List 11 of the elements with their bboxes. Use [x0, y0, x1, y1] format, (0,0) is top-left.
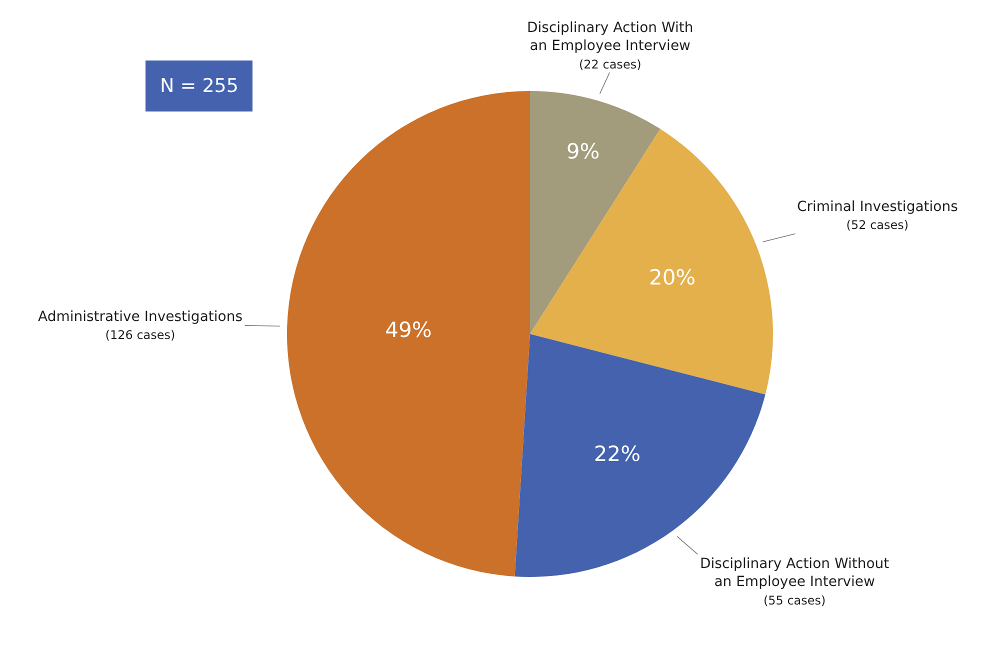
slice-label: Disciplinary Action With an Employee Interview (22 cases) — [527, 20, 694, 72]
pie-slice — [530, 128, 773, 394]
slice-label: Administrative Investigations (126 cases) — [38, 309, 243, 342]
data-label: 22% — [594, 442, 641, 466]
text: N = 255 — [160, 75, 238, 97]
slice-label: Disciplinary Action Without an Employee Interview (55 cases) — [700, 556, 890, 608]
data-label: 9% — [566, 140, 600, 164]
pie-slice — [287, 91, 530, 577]
data-label: 20% — [648, 266, 696, 290]
slice-label: Criminal Investigations (52 cases) — [797, 199, 958, 232]
data-label: 49% — [385, 318, 432, 342]
